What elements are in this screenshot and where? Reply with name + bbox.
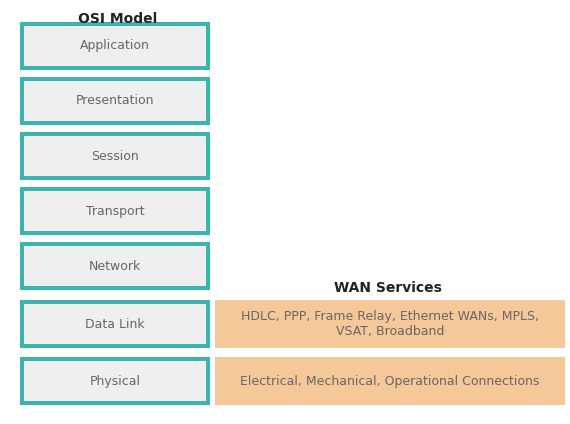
FancyBboxPatch shape [20,357,210,405]
FancyBboxPatch shape [20,22,210,70]
FancyBboxPatch shape [20,300,210,348]
Text: Session: Session [91,150,139,162]
FancyBboxPatch shape [24,191,206,231]
FancyBboxPatch shape [24,81,206,121]
Bar [215,300,565,348]
Text: Physical: Physical [89,374,140,388]
Text: Presentation: Presentation [76,95,154,108]
Text: Transport: Transport [86,204,144,218]
Text: HDLC, PPP, Frame Relay, Ethernet WANs, MPLS,
VSAT, Broadband: HDLC, PPP, Frame Relay, Ethernet WANs, M… [241,310,539,338]
FancyBboxPatch shape [20,77,210,125]
FancyBboxPatch shape [20,132,210,180]
FancyBboxPatch shape [24,26,206,66]
FancyBboxPatch shape [24,136,206,176]
FancyBboxPatch shape [20,187,210,235]
Text: Application: Application [80,39,150,53]
FancyBboxPatch shape [24,361,206,401]
FancyBboxPatch shape [24,304,206,344]
Text: OSI Model: OSI Model [79,12,158,26]
Text: Data Link: Data Link [85,318,145,330]
Text: Electrical, Mechanical, Operational Connections: Electrical, Mechanical, Operational Conn… [241,374,540,388]
Text: WAN Services: WAN Services [334,281,442,295]
FancyBboxPatch shape [24,246,206,286]
FancyBboxPatch shape [20,242,210,290]
Text: Network: Network [89,259,141,273]
Bar [215,357,565,405]
